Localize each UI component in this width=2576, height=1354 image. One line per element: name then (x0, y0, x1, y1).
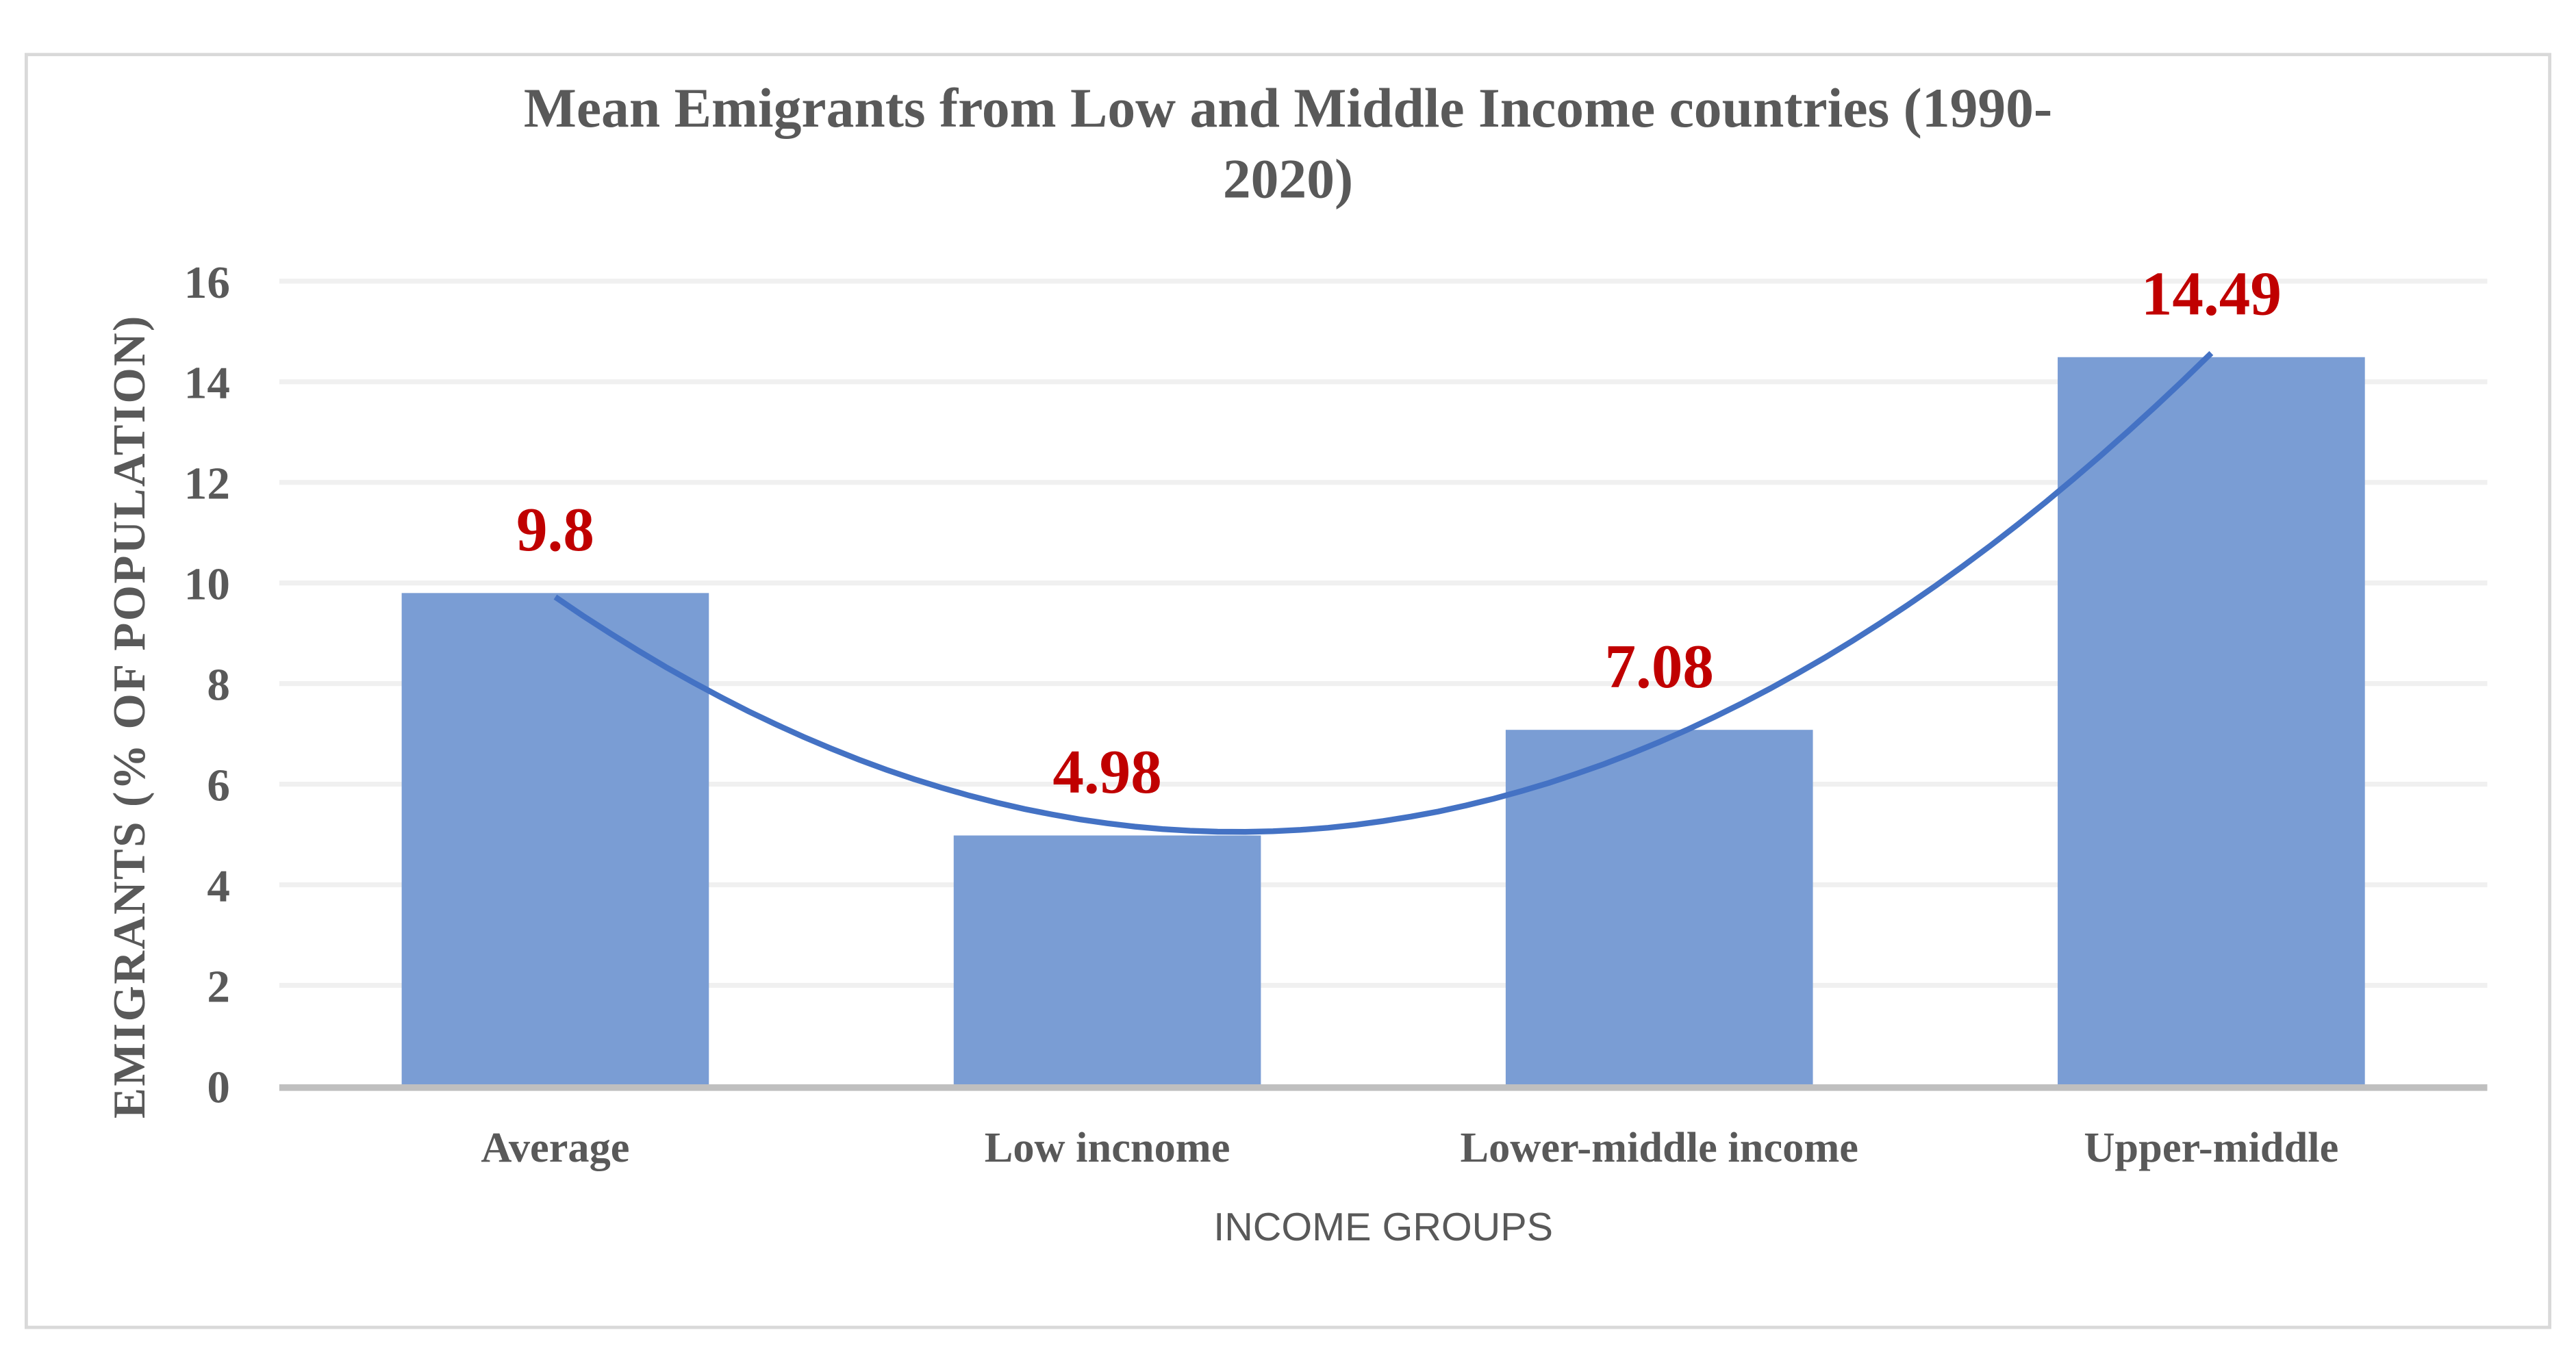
y-tick-label: 4 (207, 860, 230, 911)
trendline (553, 350, 2214, 835)
y-tick-label: 16 (184, 257, 230, 308)
bar (1505, 730, 1813, 1086)
chart-title-line-1: Mean Emigrants from Low and Middle Incom… (524, 77, 2052, 139)
data-label: 4.98 (1052, 737, 1162, 806)
bar (401, 593, 709, 1086)
data-labels: 9.8 4.98 7.08 14.49 (516, 259, 2282, 806)
data-label: 9.8 (516, 495, 594, 564)
y-axis-ticks: 0 2 4 6 8 10 12 14 16 (184, 257, 230, 1113)
y-tick-label: 12 (184, 458, 230, 509)
bar (2058, 357, 2365, 1086)
data-label: 14.49 (2141, 259, 2282, 328)
category-label: Average (481, 1124, 629, 1171)
data-label: 7.08 (1604, 632, 1714, 701)
y-tick-label: 0 (207, 1061, 230, 1112)
x-axis-category-labels: Average Low incnome Lower-middle income Upp… (481, 1124, 2338, 1171)
bars (401, 357, 2365, 1086)
category-label: Lower-middle income (1460, 1124, 1858, 1171)
y-tick-label: 6 (207, 760, 230, 811)
category-label: Low incnome (985, 1124, 1230, 1171)
y-tick-label: 2 (207, 960, 230, 1012)
x-axis-title: INCOME GROUPS (1213, 1205, 1553, 1249)
y-tick-label: 8 (207, 659, 230, 711)
bar (953, 835, 1261, 1086)
chart-title-line-2: 2020) (1223, 147, 1353, 209)
y-tick-label: 10 (184, 559, 230, 610)
y-tick-label: 14 (184, 357, 230, 409)
category-label: Upper-middle (2084, 1124, 2338, 1171)
y-axis-title: EMIGRANTS (% OF POPULATION) (103, 314, 155, 1119)
